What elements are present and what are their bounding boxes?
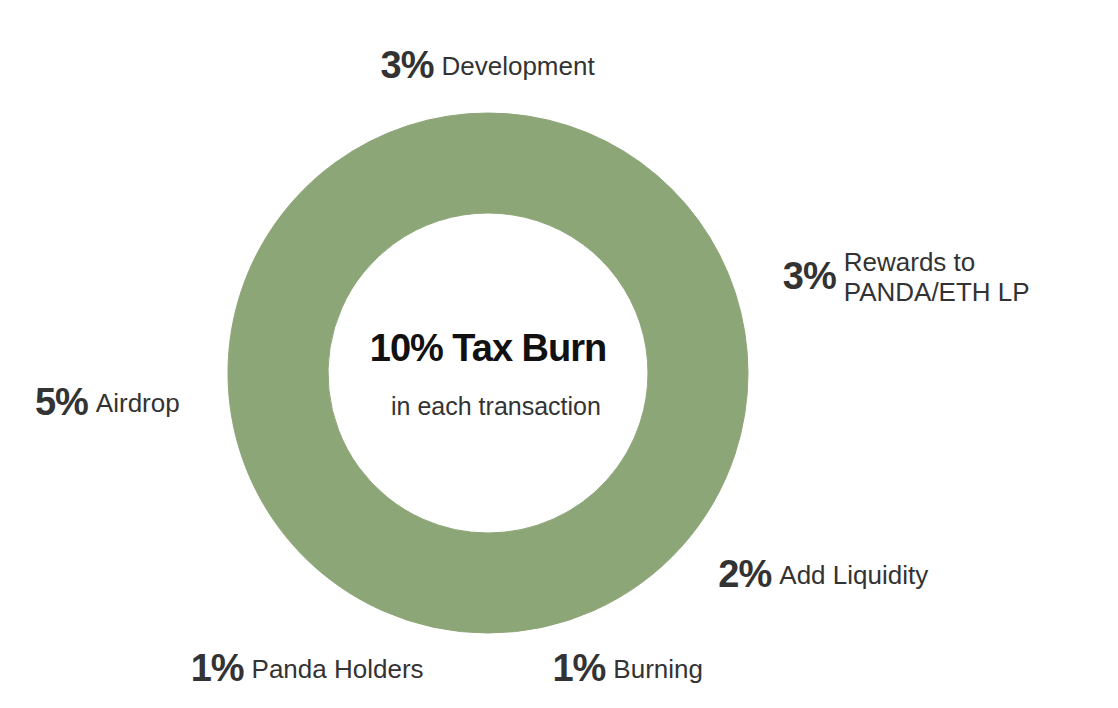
slice-label: 2% Add Liquidity <box>718 553 928 595</box>
slice-label: 3%Rewards toPANDA/ETH LP <box>783 247 1030 307</box>
category-label: Development <box>441 51 595 81</box>
subtitle: in each transaction <box>391 392 601 420</box>
value-label: 1% <box>191 647 244 689</box>
slice-label: 5% Airdrop <box>35 381 180 423</box>
category-line: Panda Holders <box>252 654 424 684</box>
value-label: 5% <box>35 381 88 423</box>
value-label: 3% <box>783 255 836 297</box>
slice-label: 3%Development <box>381 44 596 86</box>
category-label: Burning <box>613 654 703 684</box>
category-line: Airdrop <box>96 388 180 418</box>
category-line: PANDA/ETH LP <box>844 277 1030 307</box>
slice <box>228 163 423 611</box>
value-label: 1% <box>552 647 605 689</box>
value-label: 2% <box>718 553 771 595</box>
slice <box>488 519 594 633</box>
category-label: Add Liquidity <box>779 560 928 590</box>
category-label: Rewards toPANDA/ETH LP <box>844 247 1030 307</box>
slice-label: 1% Burning <box>552 647 703 689</box>
ring <box>228 113 748 633</box>
slice <box>582 163 748 454</box>
chart: 10% Tax Burnin each transaction3%Develop… <box>0 0 1118 708</box>
category-line: Burning <box>613 654 703 684</box>
slice <box>335 113 641 244</box>
category-line: Rewards to <box>844 247 976 277</box>
category-line: Add Liquidity <box>779 560 928 590</box>
slice-label: 1% Panda Holders <box>191 647 424 689</box>
title: 10% Tax Burn <box>370 327 606 369</box>
category-label: Panda Holders <box>252 654 424 684</box>
category-line: Development <box>441 51 595 81</box>
value-label: 3% <box>381 44 434 86</box>
category-label: Airdrop <box>96 388 180 418</box>
